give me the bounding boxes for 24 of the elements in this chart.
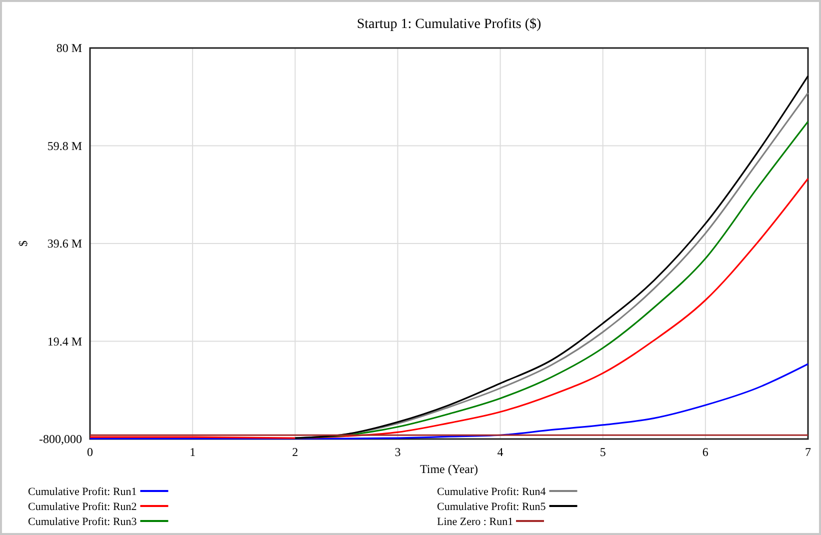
y-tick-label: 39.6 M bbox=[47, 236, 82, 250]
y-axis-title: $ bbox=[16, 240, 30, 246]
x-tick-label: 5 bbox=[600, 445, 606, 459]
x-tick-label: 0 bbox=[87, 445, 93, 459]
y-tick-label: -800,000 bbox=[39, 432, 82, 446]
y-tick-label: 19.4 M bbox=[47, 334, 82, 348]
line-series bbox=[89, 363, 809, 440]
x-tick-label: 4 bbox=[497, 445, 504, 459]
x-tick-label: 6 bbox=[702, 445, 708, 459]
y-tick-label: 80 M bbox=[56, 41, 82, 55]
x-tick-label: 3 bbox=[394, 445, 401, 459]
y-tick-label: 59.8 M bbox=[47, 138, 82, 153]
chart-title: Startup 1: Cumulative Profits ($) bbox=[356, 17, 542, 32]
x-axis-title: Time (Year) bbox=[420, 462, 478, 476]
line-series bbox=[89, 178, 809, 439]
x-tick-label: 7 bbox=[805, 445, 811, 459]
x-tick-label: 2 bbox=[292, 445, 298, 459]
legend-label: Cumulative Profit: Run5 bbox=[437, 501, 546, 513]
legend-label: Cumulative Profit: Run4 bbox=[437, 486, 546, 498]
x-tick-label: 1 bbox=[190, 445, 196, 459]
legend-label: Cumulative Profit: Run1 bbox=[28, 486, 137, 498]
legend-label: Line Zero : Run1 bbox=[437, 516, 514, 528]
legend-label: Cumulative Profit: Run2 bbox=[28, 501, 137, 513]
legend-label: Cumulative Profit: Run3 bbox=[28, 516, 138, 528]
